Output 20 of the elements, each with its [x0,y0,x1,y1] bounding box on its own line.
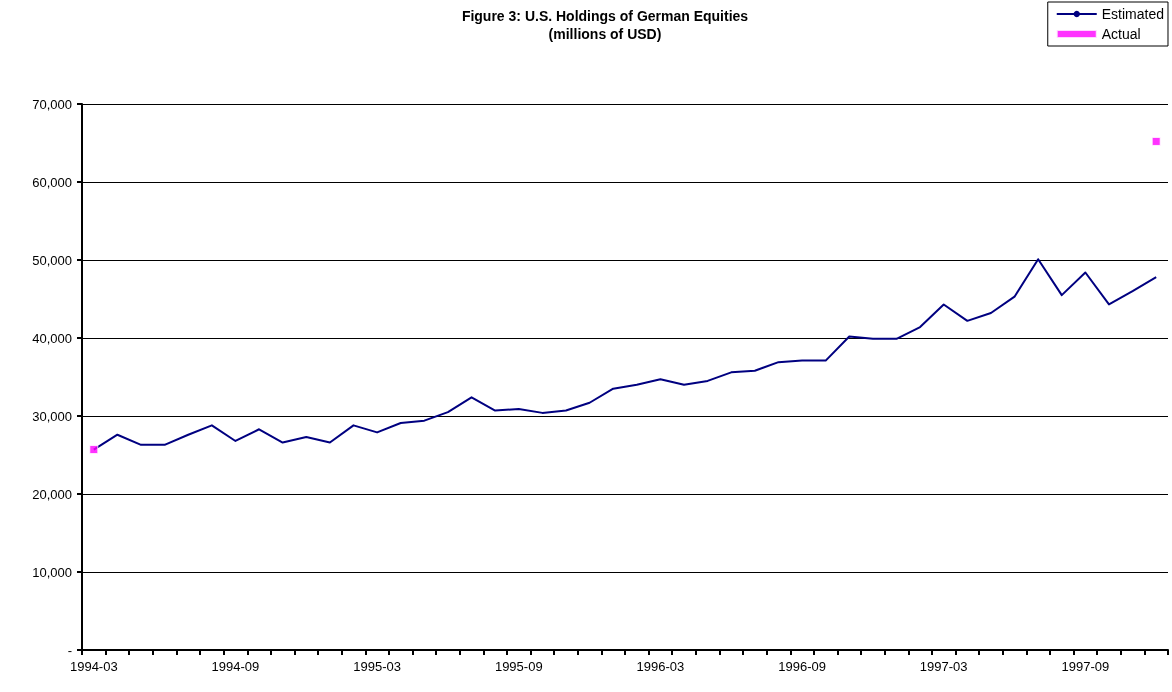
y-tick-label: 50,000 [32,252,72,268]
x-tick-label: 1997-03 [919,659,968,674]
x-tick-label: 1996-03 [636,659,685,674]
y-tick-label: - [67,642,72,658]
y-tick-label: 10,000 [32,564,72,580]
chart-subtitle: (millions of USD) [548,26,662,42]
legend-label: Actual [1101,26,1141,42]
x-tick-label: 1994-03 [69,659,118,674]
x-tick-label: 1995-09 [494,659,543,674]
x-tick-label: 1997-09 [1061,659,1110,674]
y-tick-label: 30,000 [32,408,72,424]
y-tick-label: 60,000 [32,174,72,190]
legend-label: Estimated [1101,6,1164,22]
y-tick-label: 40,000 [32,330,72,346]
x-tick-label: 1995-03 [353,659,401,674]
x-tick-label: 1996-09 [778,659,826,674]
x-tick-label: 1994-09 [211,659,260,674]
chart-title: Figure 3: U.S. Holdings of German Equities [461,8,749,24]
y-tick-label: 70,000 [32,96,72,112]
y-tick-label: 20,000 [32,486,72,502]
